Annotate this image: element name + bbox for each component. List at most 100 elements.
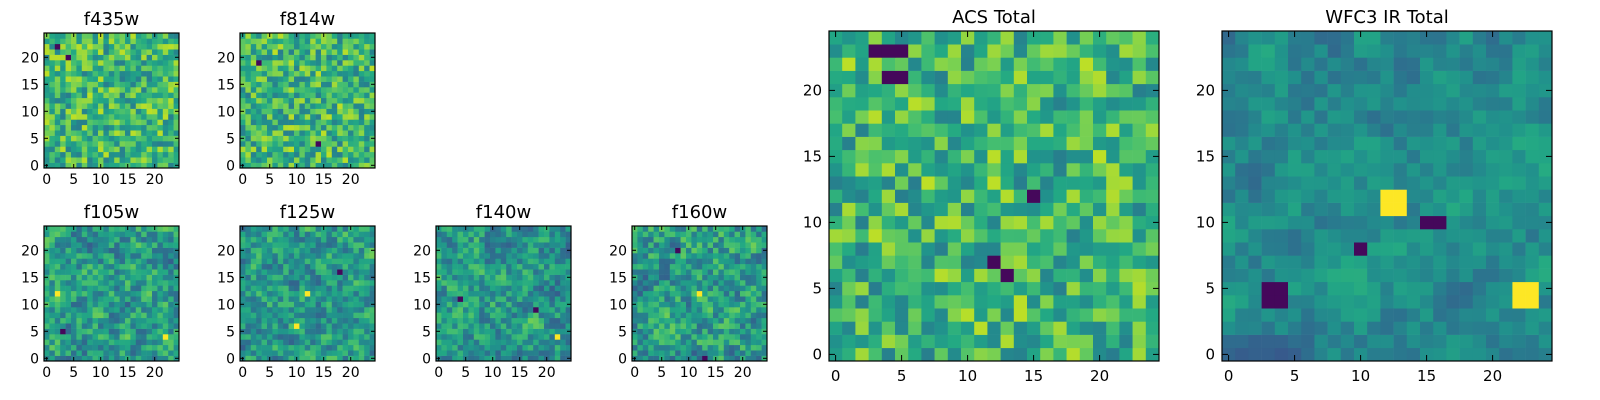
heatmap-cell xyxy=(713,263,719,270)
heatmap-cell xyxy=(299,81,306,88)
heatmap-cell xyxy=(304,54,311,61)
heatmap-cell xyxy=(908,83,922,98)
heatmap-cell xyxy=(756,242,762,248)
heatmap-cell xyxy=(364,328,370,335)
heatmap-cell xyxy=(707,344,714,351)
heatmap-cell xyxy=(130,81,137,88)
heatmap-cell xyxy=(895,176,909,190)
heatmap-cell xyxy=(436,312,442,319)
heatmap-cell xyxy=(321,269,327,275)
heatmap-cell xyxy=(65,60,72,66)
heatmap-cell xyxy=(125,76,131,82)
heatmap-cell xyxy=(130,124,137,131)
heatmap-cell xyxy=(761,280,768,286)
heatmap-cell xyxy=(173,124,180,131)
heatmap-cell xyxy=(1093,57,1107,71)
heatmap-cell xyxy=(299,135,306,142)
heatmap-cell xyxy=(310,317,316,324)
heatmap-cell xyxy=(632,290,638,297)
heatmap-cell xyxy=(1000,268,1015,283)
y-tick-label: 15 xyxy=(803,147,822,165)
heatmap-cell xyxy=(1472,255,1487,269)
heatmap-cell xyxy=(299,317,306,324)
heatmap-cell xyxy=(1106,321,1120,335)
heatmap-cell xyxy=(60,307,66,313)
heatmap-cell xyxy=(669,323,676,329)
heatmap-cell xyxy=(723,236,730,243)
heatmap-cell xyxy=(256,38,262,45)
heatmap-cell xyxy=(463,328,469,335)
heatmap-cell xyxy=(240,290,246,297)
heatmap-cell xyxy=(288,146,295,153)
heatmap-cell xyxy=(342,38,349,45)
heatmap-cell xyxy=(130,328,137,335)
heatmap-cell xyxy=(272,242,279,248)
heatmap-cell xyxy=(921,242,935,256)
heatmap-cell xyxy=(173,97,180,104)
heatmap-cell xyxy=(868,31,883,45)
heatmap-cell xyxy=(457,263,464,270)
heatmap-cell xyxy=(756,301,762,308)
heatmap-cell xyxy=(315,226,322,232)
heatmap-cell xyxy=(947,123,962,137)
heatmap-cell xyxy=(283,114,289,120)
heatmap-cell xyxy=(1525,334,1540,349)
heatmap-cell xyxy=(1040,110,1054,124)
heatmap-cell xyxy=(495,323,502,329)
heatmap-cell xyxy=(538,280,545,286)
heatmap-cell xyxy=(881,149,896,164)
heatmap-cell xyxy=(457,290,464,297)
heatmap-cell xyxy=(277,301,284,308)
heatmap-cell xyxy=(108,97,115,104)
heatmap-cell xyxy=(642,317,649,324)
heatmap-cell xyxy=(315,151,322,158)
heatmap-cell xyxy=(240,296,246,302)
heatmap-cell xyxy=(506,355,512,362)
plot-frame xyxy=(828,30,1160,362)
heatmap-cell xyxy=(1446,334,1460,349)
heatmap-cell xyxy=(277,119,284,126)
heatmap-cell xyxy=(734,350,741,356)
heatmap-cell xyxy=(669,231,676,238)
heatmap-cell xyxy=(331,355,338,362)
heatmap-cell xyxy=(441,355,448,362)
heatmap-cell xyxy=(60,226,66,232)
heatmap-cell xyxy=(632,339,638,346)
heatmap-cell xyxy=(560,269,566,275)
heatmap-cell xyxy=(1119,242,1133,256)
heatmap-cell xyxy=(490,280,496,286)
heatmap-cell xyxy=(691,344,698,351)
heatmap-cell xyxy=(119,151,126,158)
heatmap-cell xyxy=(98,328,104,335)
heatmap-cell xyxy=(484,355,491,362)
heatmap-cell xyxy=(868,242,883,256)
heatmap-cell xyxy=(446,296,453,302)
heatmap-cell xyxy=(522,226,529,232)
heatmap-cell xyxy=(103,103,110,109)
heatmap-cell xyxy=(1066,308,1081,322)
heatmap-cell xyxy=(65,119,72,126)
heatmap-cell xyxy=(277,151,284,158)
heatmap-cell xyxy=(500,344,507,351)
heatmap-cell xyxy=(1132,44,1147,58)
heatmap-cell xyxy=(479,350,485,356)
heatmap-cell xyxy=(756,280,762,286)
heatmap-cell xyxy=(987,163,1001,177)
heatmap-cell xyxy=(468,290,475,297)
heatmap-cell xyxy=(152,274,158,281)
heatmap-cell xyxy=(245,49,252,55)
heatmap-cell xyxy=(1053,31,1067,45)
heatmap-cell xyxy=(267,280,273,286)
heatmap-cell xyxy=(1472,176,1487,190)
heatmap-cell xyxy=(653,226,660,232)
heatmap-cell xyxy=(103,355,110,362)
heatmap-cell xyxy=(1235,295,1249,309)
heatmap-cell xyxy=(256,43,262,50)
heatmap-cell xyxy=(364,290,370,297)
heatmap-cell xyxy=(495,274,502,281)
heatmap-cell xyxy=(1314,176,1328,190)
heatmap-cell xyxy=(358,151,365,158)
heatmap-cell xyxy=(511,263,518,270)
heatmap-cell xyxy=(961,347,975,362)
